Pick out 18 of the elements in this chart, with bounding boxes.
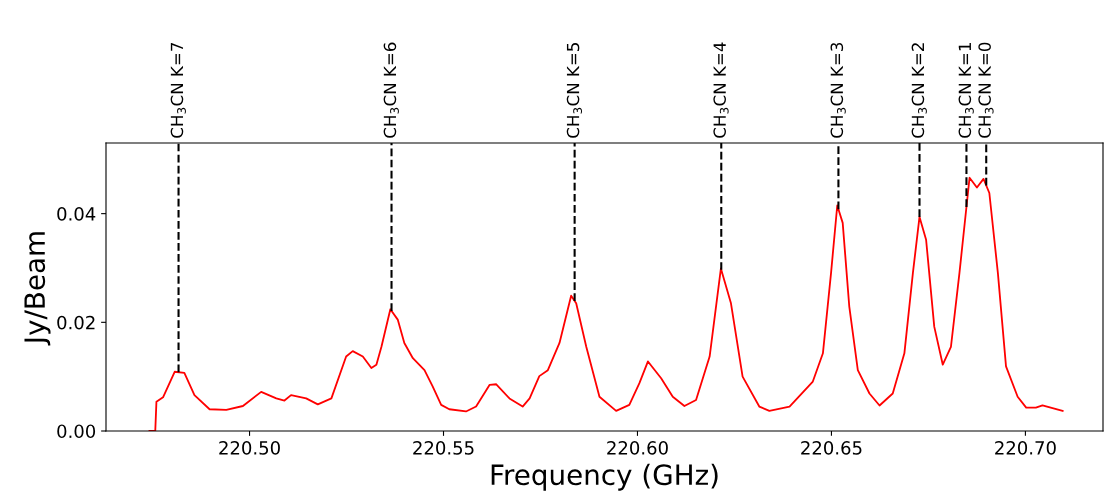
x-tick-label: 220.65 — [801, 441, 862, 455]
text: CH$_{3}$CN K=7 — [170, 43, 186, 138]
text: CH$_{3}$CN K=6 — [383, 42, 399, 138]
text: CH$_{3}$CN K=3 — [830, 42, 846, 138]
y-axis-title: Jy/Beam — [24, 232, 51, 346]
x-axis-title: Frequency (GHz) — [491, 463, 718, 491]
text: CH$_{3}$CN K=4 — [713, 42, 729, 138]
y-tick-label: 0.00 — [57, 424, 96, 439]
y-tick-label: 0.04 — [57, 207, 96, 221]
x-tick-label: 220.55 — [413, 441, 474, 455]
text: CH$_{3}$CN K=2 — [911, 43, 927, 138]
y-tick-label: 0.02 — [57, 315, 95, 330]
x-tick-label: 220.60 — [607, 441, 668, 455]
text: CH$_{3}$CN K=0 — [978, 42, 994, 138]
x-tick-label: 220.70 — [995, 441, 1056, 455]
text: CH$_{3}$CN K=1 — [958, 43, 974, 138]
text: CH$_{3}$CN K=5 — [566, 43, 582, 138]
x-tick-label: 220.50 — [219, 441, 280, 455]
